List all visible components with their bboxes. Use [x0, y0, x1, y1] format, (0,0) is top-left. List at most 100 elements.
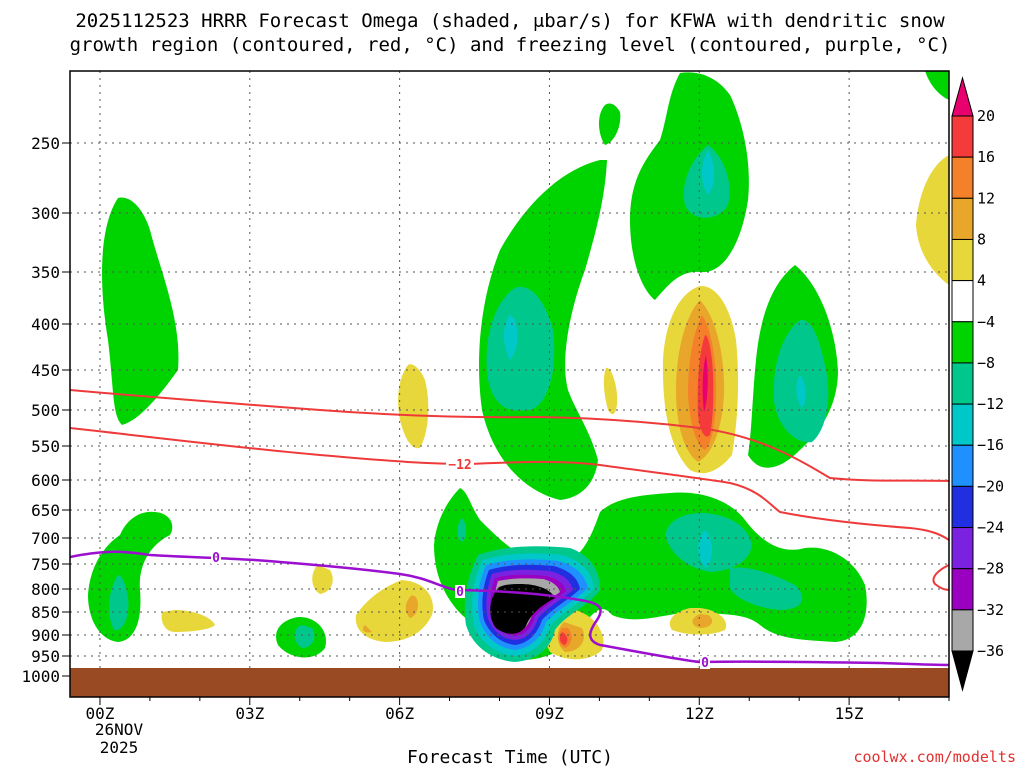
- ground-surface: [70, 668, 949, 697]
- colorbar-label: −4: [977, 313, 995, 331]
- omega-region-neg16: [698, 530, 712, 568]
- omega-region-pos4: [161, 610, 215, 632]
- colorbar-swatch: [951, 609, 974, 652]
- omega-region-pos4: [312, 565, 333, 594]
- freezing-label: 0: [212, 551, 220, 566]
- x-tick-label: 12Z: [685, 704, 714, 723]
- colorbar-bottom-arrow: [951, 650, 974, 692]
- y-tick-label: 900: [31, 626, 60, 645]
- omega-region-pos4: [603, 367, 618, 415]
- y-tick-label: 950: [31, 647, 60, 666]
- freezing-label: 0: [456, 585, 464, 600]
- contours: −12 0 0 0: [70, 389, 949, 671]
- y-tick-label: 850: [31, 603, 60, 622]
- dgz-contour-upper: [70, 389, 949, 482]
- date-label-line2: 2025: [100, 738, 139, 757]
- freezing-level-contour: [70, 550, 949, 667]
- colorbar-label: −16: [977, 436, 1004, 454]
- omega-region-pos4: [398, 364, 429, 449]
- colorbar-label: −32: [977, 601, 1004, 619]
- omega-region-pos4: [916, 155, 949, 285]
- y-tick-label: 600: [31, 471, 60, 490]
- omega-region-neg16: [702, 150, 714, 195]
- colorbar-label: 4: [977, 272, 986, 290]
- y-tick-label: 300: [31, 204, 60, 223]
- omega-region-neg12: [486, 286, 555, 411]
- x-tick-label: 00Z: [86, 704, 115, 723]
- x-tick-label: 15Z: [835, 704, 864, 723]
- freezing-label-bg: [211, 551, 221, 564]
- freezing-label-bg: [700, 656, 710, 669]
- chart-title-line1: 2025112523 HRRR Forecast Omega (shaded, …: [75, 10, 945, 32]
- colorbar-swatch: [951, 115, 974, 158]
- omega-region-pos8: [362, 625, 372, 633]
- colorbar-swatch: [951, 485, 974, 529]
- x-axis: 00Z 03Z 06Z 09Z 12Z 15Z: [86, 697, 950, 723]
- colorbar-label: −24: [977, 519, 1004, 537]
- colorbar-swatch: [951, 527, 974, 570]
- x-tick-label: 03Z: [235, 704, 264, 723]
- dgz-contour-right-edge: [932, 564, 949, 591]
- y-tick-label: 250: [31, 134, 60, 153]
- y-tick-label: 650: [31, 501, 60, 520]
- colorbar-label: −28: [977, 560, 1004, 578]
- y-tick-label: 500: [31, 401, 60, 420]
- omega-region-neg8: [598, 103, 621, 145]
- colorbar-label: −8: [977, 354, 995, 372]
- omega-region-neg12: [294, 625, 315, 648]
- grid: [70, 71, 949, 668]
- omega-region-neg8: [925, 71, 949, 100]
- y-tick-label: 400: [31, 315, 60, 334]
- omega-region-neg16: [504, 315, 518, 360]
- colorbar-swatch: [951, 321, 974, 364]
- colorbar-swatch: [951, 197, 974, 240]
- y-tick-label: 450: [31, 361, 60, 380]
- dgz-label: −12: [448, 458, 471, 473]
- colorbar-label: 20: [977, 107, 995, 125]
- colorbar-label: 8: [977, 230, 986, 248]
- y-tick-label: 800: [31, 580, 60, 599]
- omega-shading: [70, 71, 949, 697]
- y-tick-label: 1000: [21, 667, 60, 686]
- colorbar-label: 12: [977, 189, 995, 207]
- omega-region-neg16: [796, 375, 806, 408]
- y-tick-label: 700: [31, 529, 60, 548]
- colorbar-label: −20: [977, 477, 1004, 495]
- colorbar-label: −36: [977, 642, 1004, 660]
- omega-region-below-min: [490, 584, 555, 634]
- colorbar-top-arrow: [951, 76, 974, 117]
- omega-region-neg8: [88, 511, 173, 642]
- omega-region-neg12: [730, 567, 803, 610]
- freezing-label-bg: [455, 585, 465, 598]
- y-tick-label: 750: [31, 555, 60, 574]
- colorbar-swatch: [951, 156, 974, 199]
- colorbar-swatch: [951, 403, 974, 446]
- omega-region-pos8: [692, 614, 713, 628]
- chart-title-line2: growth region (contoured, red, °C) and f…: [70, 34, 951, 56]
- colorbar-swatch: [951, 362, 974, 405]
- y-tick-label: 350: [31, 263, 60, 282]
- colorbar-label: 16: [977, 148, 995, 166]
- plot-area: −12 0 0 0: [70, 71, 949, 697]
- colorbar-swatch: [951, 444, 974, 487]
- x-tick-label: 09Z: [535, 704, 564, 723]
- plot-frame: [69, 70, 950, 698]
- colorbar: 20 16 12 8 4 −4 −8 −12 −16 −20 −24 −28 −32 −36: [951, 76, 1004, 692]
- x-tick-label: 06Z: [385, 704, 414, 723]
- y-tick-label: 550: [31, 437, 60, 456]
- date-label-line1: 26NOV: [95, 720, 144, 739]
- colorbar-swatch: [951, 280, 974, 323]
- colorbar-swatch: [951, 238, 974, 282]
- omega-region-pos20: [702, 355, 708, 412]
- omega-region-pos4: [355, 580, 433, 642]
- dgz-label-bg: [446, 457, 474, 471]
- freezing-label: 0: [701, 656, 709, 671]
- x-axis-label: Forecast Time (UTC): [407, 747, 613, 768]
- dgz-contour-lower: [70, 427, 949, 541]
- omega-region-neg8: [102, 197, 179, 425]
- y-axis: 250 300 350 400 450 500 550 600 650 700 750 800 850 9…: [21, 134, 70, 686]
- colorbar-swatch: [951, 568, 974, 611]
- credit-label: coolwx.com/modelts: [853, 748, 1016, 766]
- omega-region-neg12: [457, 518, 467, 542]
